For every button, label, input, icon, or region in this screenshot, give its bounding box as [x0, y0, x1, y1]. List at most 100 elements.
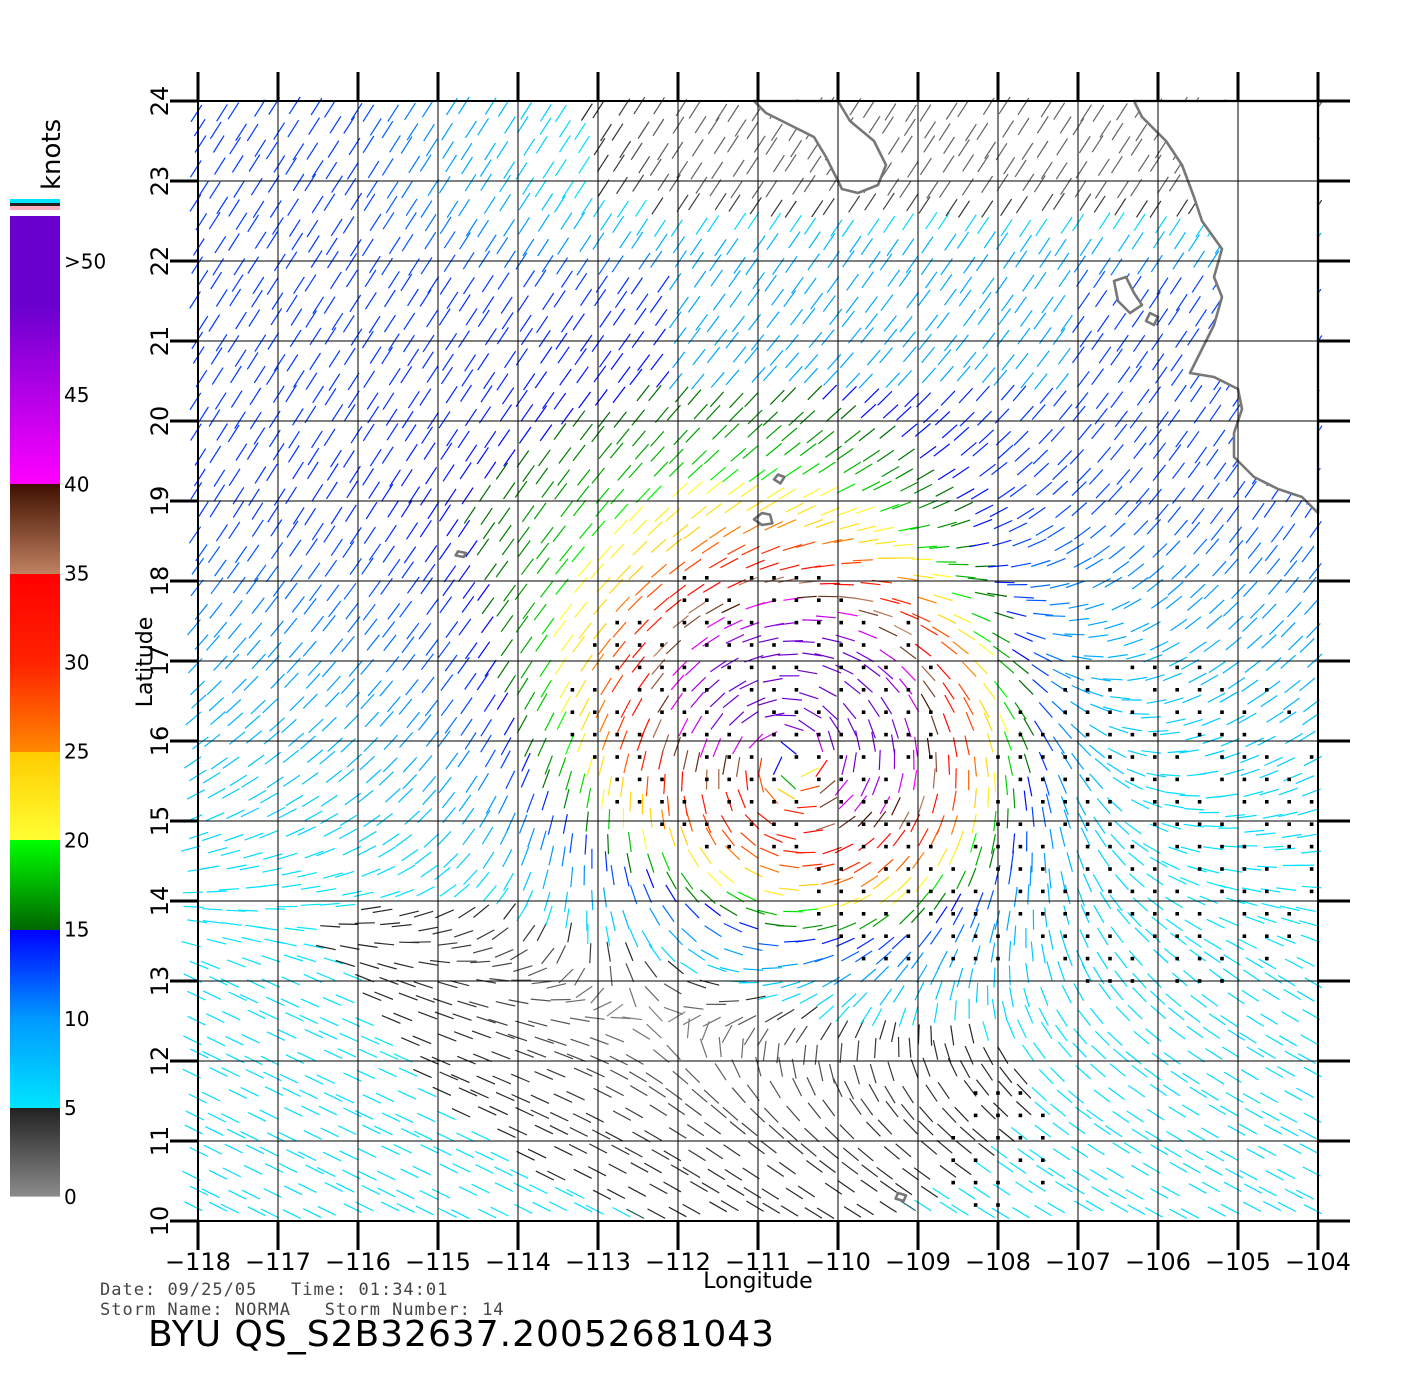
- wind-vector: [503, 717, 515, 736]
- wind-vector: [1203, 938, 1222, 950]
- wind-vector: [1244, 659, 1262, 673]
- legend-swatch: [10, 594, 60, 597]
- wind-vector: [684, 1103, 702, 1116]
- wind-vector: [574, 601, 588, 618]
- legend-swatch: [10, 228, 60, 231]
- wind-vector: [1036, 350, 1050, 368]
- legend-swatch: [10, 474, 60, 477]
- wind-vector: [347, 390, 360, 409]
- wind-vector: [323, 193, 336, 212]
- rain-flag-marker: [1309, 755, 1314, 759]
- wind-vector: [799, 692, 819, 700]
- legend-swatch: [10, 724, 60, 727]
- wind-vector: [1213, 462, 1227, 480]
- wind-vector: [1071, 655, 1092, 661]
- wind-vector: [407, 348, 420, 367]
- wind-vector: [1006, 1019, 1016, 1039]
- y-tick-label: 15: [146, 806, 174, 837]
- wind-vector: [385, 195, 398, 214]
- rain-flag-marker: [682, 688, 687, 692]
- rain-flag-marker: [1041, 867, 1045, 871]
- wind-vector: [297, 826, 317, 836]
- wind-vector: [1114, 198, 1127, 216]
- wind-vector: [610, 1069, 629, 1080]
- legend-swatch: [10, 782, 60, 785]
- legend-swatch: [10, 974, 60, 977]
- rain-flag-marker: [772, 732, 776, 737]
- wind-vector: [900, 1103, 915, 1121]
- wind-vector: [1255, 832, 1276, 836]
- wind-vector: [687, 583, 705, 596]
- legend-swatch: [10, 958, 60, 961]
- wind-vector: [1186, 430, 1200, 448]
- wind-vector: [335, 1093, 355, 1104]
- wind-vector: [564, 891, 568, 912]
- legend-swatch: [10, 1154, 60, 1157]
- rain-flag-marker: [839, 777, 843, 782]
- wind-vector: [422, 776, 437, 792]
- wind-vector: [1186, 521, 1201, 538]
- wind-vector: [452, 1013, 472, 1021]
- wind-vector: [547, 1170, 566, 1181]
- legend-swatch: [10, 1072, 60, 1075]
- rain-flag-marker: [1197, 934, 1202, 938]
- rain-flag-marker: [906, 889, 911, 894]
- wind-vector: [968, 968, 974, 989]
- wind-vector: [445, 385, 458, 404]
- wind-vector: [1079, 193, 1092, 211]
- wind-vector: [1149, 428, 1162, 446]
- wind-vector: [388, 236, 401, 255]
- wind-vector: [745, 995, 766, 1001]
- wind-vector: [611, 674, 624, 693]
- wind-vector: [584, 834, 587, 855]
- wind-vector: [629, 1071, 648, 1083]
- legend-swatch: [10, 538, 60, 541]
- wind-vector: [1242, 1092, 1261, 1104]
- wind-vector: [507, 1033, 528, 1042]
- rain-flag-marker: [1130, 665, 1135, 670]
- wind-vector: [731, 315, 745, 333]
- wind-vector: [690, 505, 707, 520]
- x-tick-label: −118: [165, 1248, 231, 1276]
- wind-vector: [973, 659, 989, 675]
- legend-swatch: [10, 366, 60, 369]
- wind-vector: [422, 334, 435, 353]
- wind-vector: [819, 780, 836, 794]
- wind-vector: [609, 965, 613, 986]
- wind-vector: [930, 927, 943, 945]
- wind-vector: [558, 447, 572, 464]
- wind-vector: [858, 538, 879, 543]
- wind-vector: [265, 996, 285, 1007]
- wind-vector: [1110, 926, 1124, 944]
- wind-vector: [342, 216, 355, 234]
- legend-swatch: [10, 1084, 60, 1087]
- wind-vector: [1112, 776, 1130, 789]
- wind-vector: [450, 1074, 470, 1084]
- wind-vector: [234, 411, 246, 429]
- rain-flag-marker: [1309, 844, 1314, 849]
- wind-vector: [260, 1208, 280, 1219]
- legend-swatch: [10, 382, 60, 385]
- wind-vector: [878, 749, 881, 770]
- wind-vector: [776, 1043, 780, 1064]
- wind-vector: [266, 1132, 286, 1143]
- legend-swatch: [10, 740, 60, 743]
- wind-vector: [871, 731, 876, 752]
- wind-vector: [1094, 1030, 1110, 1046]
- wind-vector: [1059, 827, 1066, 847]
- wind-vector: [705, 603, 724, 615]
- wind-vector: [1151, 916, 1168, 930]
- wind-vector: [657, 695, 670, 713]
- wind-vector: [189, 160, 202, 178]
- wind-vector: [689, 1180, 708, 1193]
- rain-flag-marker: [772, 688, 776, 692]
- wind-vector: [365, 769, 382, 784]
- wind-vector: [760, 1140, 777, 1154]
- wind-vector: [225, 699, 242, 714]
- wind-vector: [184, 1201, 203, 1212]
- wind-vector: [781, 427, 798, 442]
- legend-swatch: [10, 956, 60, 959]
- wind-vector: [762, 411, 779, 427]
- legend-swatch: [10, 372, 60, 375]
- wind-vector: [672, 1070, 689, 1085]
